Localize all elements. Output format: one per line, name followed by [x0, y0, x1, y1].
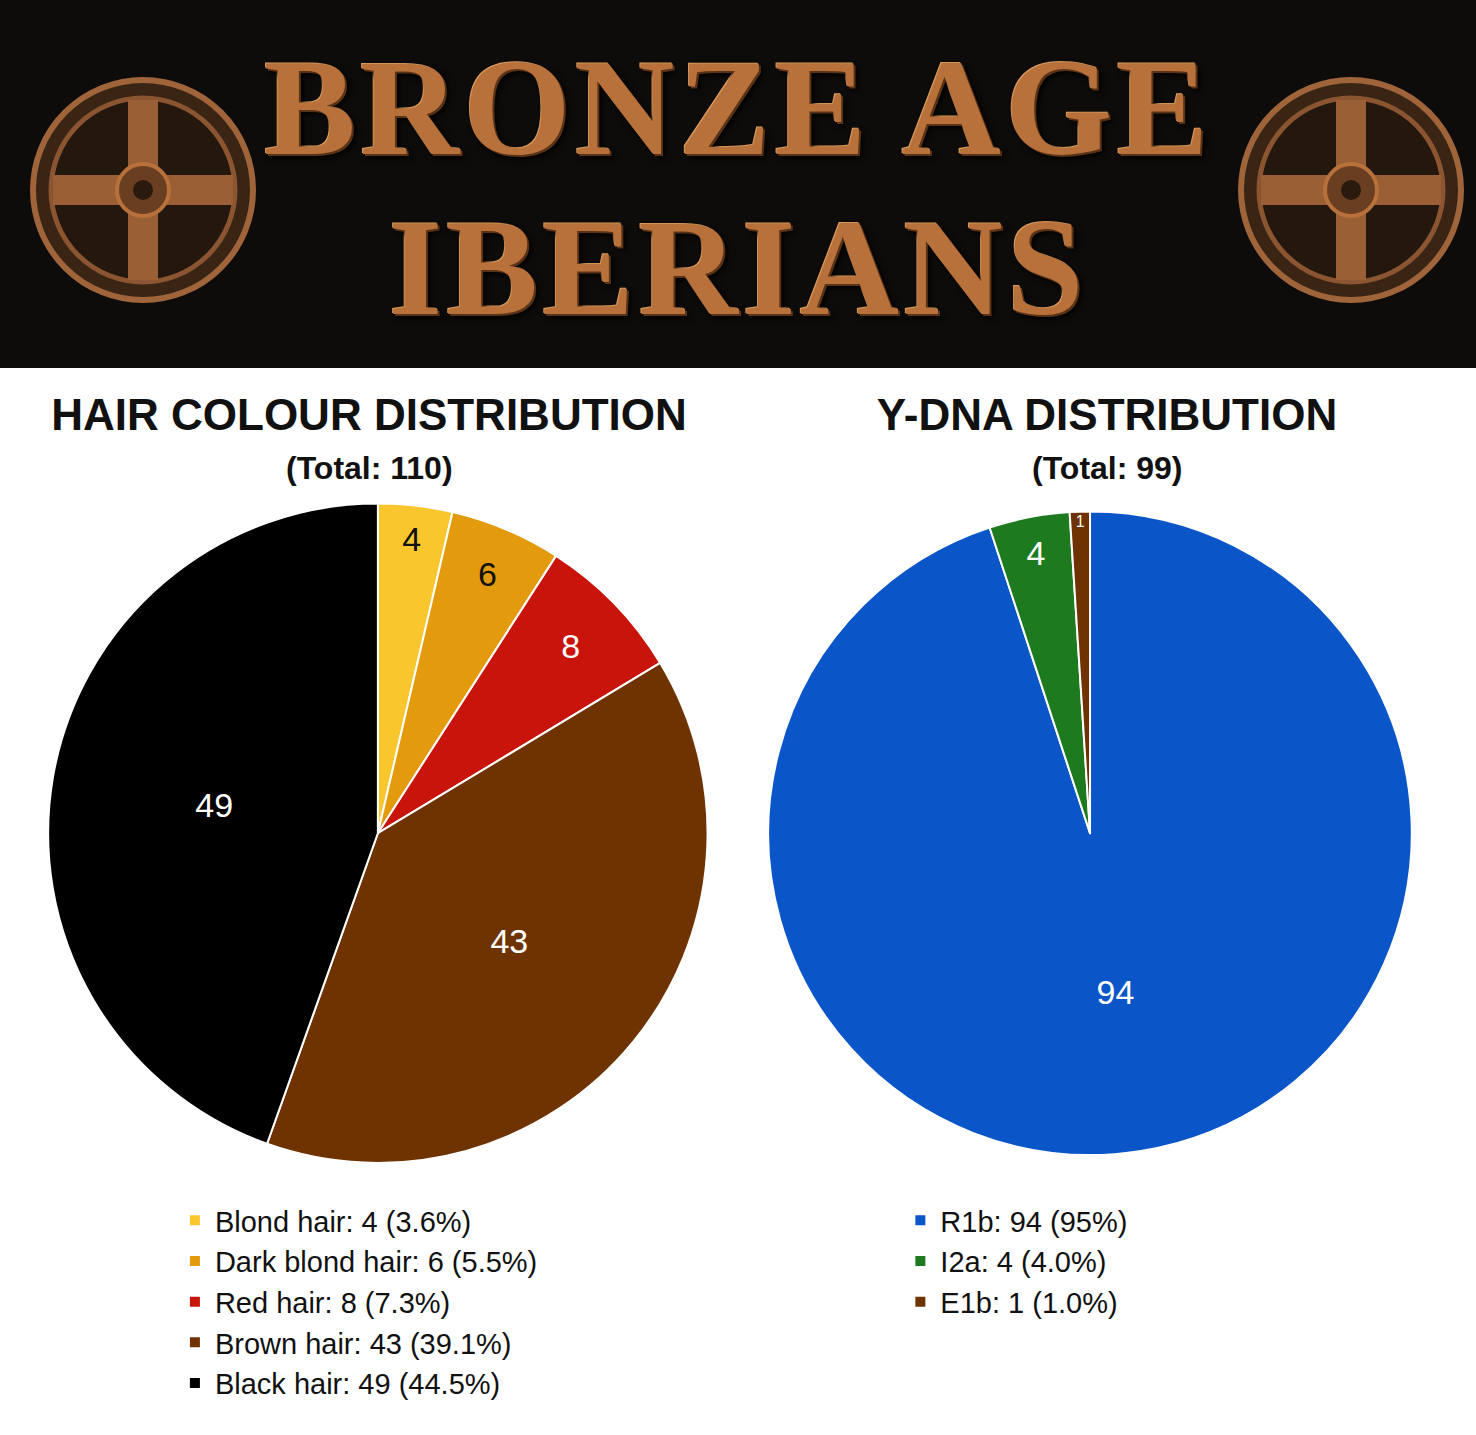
svg-text:Red hair: 8 (7.3%): Red hair: 8 (7.3%)	[215, 1287, 450, 1319]
svg-text:HAIR COLOUR DISTRIBUTION: HAIR COLOUR DISTRIBUTION	[51, 390, 687, 439]
svg-text:94: 94	[1097, 973, 1135, 1011]
svg-text:(Total: 110): (Total: 110)	[286, 450, 453, 486]
svg-text:I2a: 4 (4.0%): I2a: 4 (4.0%)	[940, 1246, 1106, 1278]
svg-text:E1b: 1 (1.0%): E1b: 1 (1.0%)	[940, 1287, 1117, 1319]
svg-text:8: 8	[561, 627, 580, 665]
svg-text:1: 1	[1076, 513, 1085, 530]
html-text:IBERIANS: IBERIANS	[388, 191, 1088, 344]
html-text:BRONZE AGE: BRONZE AGE	[263, 31, 1213, 184]
svg-text:(Total: 99): (Total: 99)	[1032, 450, 1183, 486]
svg-text:Brown hair: 43 (39.1%): Brown hair: 43 (39.1%)	[215, 1328, 512, 1360]
svg-text:R1b: 94 (95%): R1b: 94 (95%)	[940, 1206, 1127, 1238]
svg-text:43: 43	[490, 922, 528, 960]
svg-text:Dark blond hair: 6 (5.5%): Dark blond hair: 6 (5.5%)	[215, 1246, 537, 1278]
svg-text:Y-DNA DISTRIBUTION: Y-DNA DISTRIBUTION	[877, 390, 1337, 439]
svg-text:6: 6	[478, 555, 497, 593]
svg-text:4: 4	[1027, 534, 1046, 572]
svg-text:Black hair: 49 (44.5%): Black hair: 49 (44.5%)	[215, 1368, 500, 1400]
svg-text:Blond hair: 4 (3.6%): Blond hair: 4 (3.6%)	[215, 1206, 471, 1238]
svg-text:49: 49	[195, 786, 233, 824]
svg-text:4: 4	[402, 520, 421, 558]
